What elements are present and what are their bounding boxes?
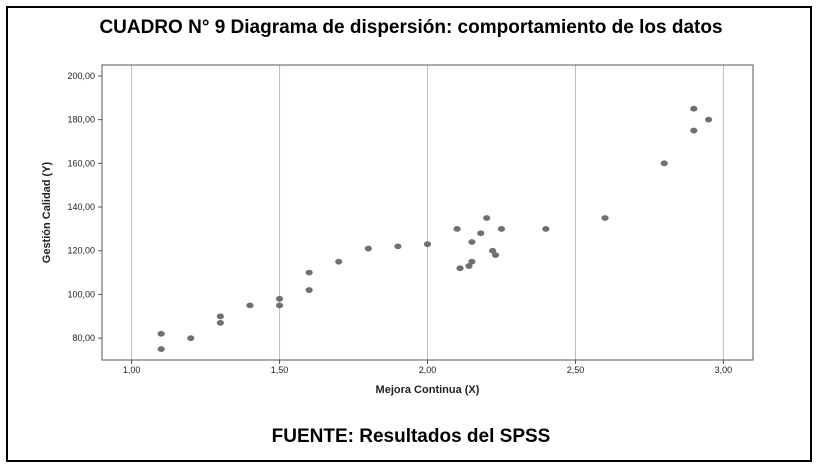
data-point	[705, 116, 713, 123]
data-point	[305, 269, 313, 276]
grid-lines	[131, 65, 724, 360]
data-point	[483, 215, 491, 221]
x-tick-label: 1,50	[271, 365, 289, 375]
data-point	[489, 247, 497, 254]
data-point	[216, 319, 224, 326]
data-points	[157, 105, 713, 352]
data-point	[468, 258, 476, 265]
data-point	[660, 160, 668, 167]
y-tick-label: 160,00	[67, 158, 95, 168]
data-point	[305, 287, 313, 293]
data-point	[690, 127, 698, 134]
y-tick-label: 140,00	[67, 202, 95, 212]
data-point	[216, 313, 224, 320]
x-tick-label: 2,00	[419, 365, 437, 375]
data-point	[423, 241, 432, 248]
x-tick-label: 1,00	[123, 365, 141, 375]
data-point	[453, 225, 461, 232]
data-point	[477, 230, 485, 237]
y-axis-label: Gestión Calidad (Y)	[41, 161, 53, 263]
y-tick-label: 200,00	[67, 71, 95, 81]
data-point	[275, 302, 284, 309]
data-point	[157, 330, 165, 337]
data-point	[601, 215, 609, 221]
y-ticks: 80,00 100,00 120,00 140,00 160,00 180,00 200,0…	[67, 71, 102, 343]
x-tick-label: 2,50	[567, 365, 585, 375]
y-tick-label: 120,00	[67, 246, 95, 256]
data-point	[542, 225, 550, 232]
data-point	[364, 245, 372, 252]
data-point	[394, 243, 402, 250]
y-tick-label: 100,00	[67, 289, 95, 299]
data-point	[187, 335, 195, 342]
data-point	[157, 346, 165, 352]
x-tick-label: 3,00	[715, 365, 733, 375]
chart-footer: FUENTE: Resultados del SPSS	[271, 426, 551, 447]
data-point	[275, 295, 284, 302]
chart-title: CUADRO N° 9 Diagrama de dispersión: comp…	[99, 17, 723, 38]
data-point	[456, 265, 464, 272]
data-point	[491, 252, 500, 259]
data-point	[335, 258, 343, 265]
x-ticks: 1,00 1,50 2,00 2,50 3,00	[123, 360, 732, 375]
y-tick-label: 180,00	[67, 115, 95, 125]
data-point	[690, 105, 698, 112]
data-point	[246, 302, 254, 309]
x-axis-label: Mejora Continua (X)	[376, 384, 480, 396]
chart-frame: CUADRO N° 9 Diagrama de dispersión: comp…	[6, 6, 812, 462]
data-point	[468, 239, 476, 245]
data-point	[497, 225, 506, 232]
y-tick-label: 80,00	[72, 333, 95, 343]
data-point	[465, 263, 473, 269]
